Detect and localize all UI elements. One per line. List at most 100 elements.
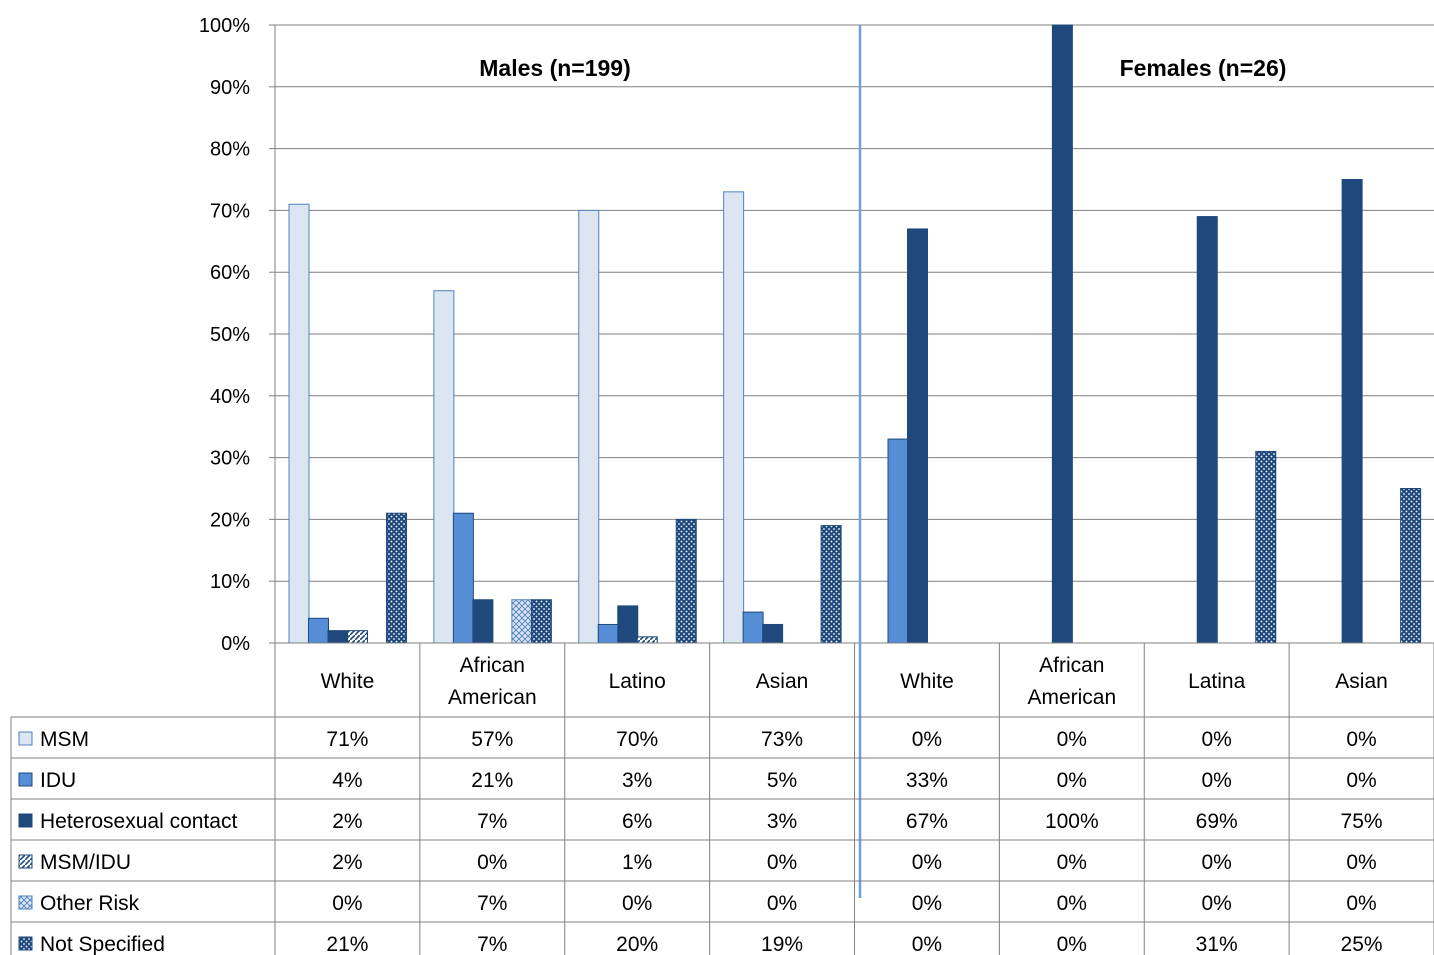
- bar-heterosexual-contact-3: [762, 623, 784, 644]
- legend-label: IDU: [40, 769, 76, 792]
- table-cell: 1%: [622, 851, 652, 874]
- table-cell: 7%: [477, 810, 507, 833]
- legend-label: Not Specified: [40, 933, 165, 955]
- bar-heterosexual-contact-6: [1196, 216, 1218, 644]
- table-cell: 0%: [1057, 769, 1087, 792]
- table-cell: 20%: [616, 933, 658, 955]
- y-tick-label: 0%: [221, 633, 250, 655]
- table-cell: 0%: [1202, 769, 1232, 792]
- table-cell: 0%: [767, 892, 797, 915]
- y-tick-label: 50%: [210, 324, 250, 346]
- y-tick-label: 60%: [210, 262, 250, 284]
- table-cell: 7%: [477, 933, 507, 955]
- category-label: White: [900, 670, 954, 693]
- bar-msm-2: [578, 209, 600, 644]
- table-cell: 3%: [767, 810, 797, 833]
- table-cell: 0%: [1346, 851, 1376, 874]
- bar-idu-0: [308, 617, 329, 644]
- category-label: American: [448, 686, 537, 709]
- table-cell: 19%: [761, 933, 803, 955]
- bar-heterosexual-contact-1: [472, 599, 494, 644]
- legend-label: Other Risk: [40, 892, 140, 915]
- category-label: Latino: [609, 670, 666, 693]
- y-tick-label: 80%: [210, 139, 250, 161]
- table-cell: 0%: [1057, 933, 1087, 955]
- bar-idu-3: [742, 611, 764, 644]
- category-label: Latina: [1188, 670, 1246, 693]
- table-cell: 57%: [471, 728, 513, 751]
- category-label: African: [1039, 654, 1104, 677]
- bar-other-risk-1: [511, 599, 533, 644]
- legend-key-not-specified: [18, 936, 33, 951]
- table-cell: 0%: [1202, 728, 1232, 751]
- bar-heterosexual-contact-2: [617, 605, 639, 644]
- table-cell: 69%: [1196, 810, 1238, 833]
- y-tick-label: 10%: [210, 571, 250, 593]
- bar-not-specified-2: [675, 518, 697, 644]
- table-cell: 67%: [906, 810, 948, 833]
- y-tick-label: 40%: [210, 386, 250, 408]
- bar-idu-2: [597, 623, 619, 644]
- group-titles: Males (n=199) Females (n=26): [479, 55, 1286, 81]
- legend-key-msm-idu: [18, 854, 33, 869]
- table-cell: 21%: [471, 769, 513, 792]
- table-cell: 75%: [1341, 810, 1383, 833]
- table-cell: 31%: [1196, 933, 1238, 955]
- y-tick-label: 30%: [210, 448, 250, 470]
- bar-msm-0: [288, 203, 310, 644]
- bar-idu-4: [887, 438, 909, 644]
- y-tick-label: 70%: [210, 200, 250, 222]
- category-label: American: [1027, 686, 1116, 709]
- table-cell: 3%: [622, 769, 652, 792]
- table-cell: 2%: [332, 810, 362, 833]
- table-cell: 0%: [622, 892, 652, 915]
- table-cell: 0%: [1057, 892, 1087, 915]
- legend-key-heterosexual-contact: [18, 813, 33, 828]
- category-label: African: [460, 654, 525, 677]
- category-label: Asian: [756, 670, 809, 693]
- bar-not-specified-0: [386, 512, 407, 644]
- table-cell: 0%: [912, 851, 942, 874]
- table-cell: 0%: [1202, 892, 1232, 915]
- group-title: Females (n=26): [1120, 55, 1287, 81]
- table-cell: 7%: [477, 892, 507, 915]
- table-cell: 25%: [1341, 933, 1383, 955]
- legend-key-msm: [18, 731, 33, 746]
- group-title: Males (n=199): [479, 55, 631, 81]
- table-cell: 0%: [1057, 728, 1087, 751]
- bar-msm-1: [433, 290, 455, 644]
- bar-msm-3: [723, 191, 745, 644]
- bar-msm-idu-0: [347, 630, 368, 644]
- category-label: White: [321, 670, 375, 693]
- legend-label: MSM: [40, 728, 89, 751]
- bar-not-specified-1: [530, 599, 552, 644]
- axes: 0% 10% 20% 30% 40% 50% 60% 70% 80% 90% 100%: [199, 15, 1434, 955]
- table-cell: 0%: [1346, 892, 1376, 915]
- table-cell: 0%: [332, 892, 362, 915]
- table-cell: 0%: [1057, 851, 1087, 874]
- table-cell: 100%: [1045, 810, 1099, 833]
- category-label: Asian: [1335, 670, 1388, 693]
- table-cell: 0%: [1346, 728, 1376, 751]
- bar-not-specified-7: [1400, 488, 1422, 644]
- table-cell: 6%: [622, 810, 652, 833]
- table-cell: 4%: [332, 769, 362, 792]
- table-cell: 0%: [912, 933, 942, 955]
- y-tick-label: 100%: [199, 15, 250, 37]
- bar-heterosexual-contact-7: [1341, 179, 1363, 644]
- bar-idu-1: [452, 512, 474, 644]
- table-cell: 33%: [906, 769, 948, 792]
- bar-not-specified-3: [820, 525, 842, 644]
- data-table: White African American Latino Asian White Afri…: [10, 643, 1434, 955]
- table-cell: 0%: [767, 851, 797, 874]
- table-cell: 2%: [332, 851, 362, 874]
- table-cell: 5%: [767, 769, 797, 792]
- bar-heterosexual-contact-0: [327, 630, 349, 644]
- bar-msm-idu-2: [636, 636, 658, 644]
- table-cell: 21%: [326, 933, 368, 955]
- table-cell: 0%: [477, 851, 507, 874]
- table-cell: 71%: [326, 728, 368, 751]
- legend-key-idu: [18, 772, 33, 787]
- y-tick-label: 20%: [210, 509, 250, 531]
